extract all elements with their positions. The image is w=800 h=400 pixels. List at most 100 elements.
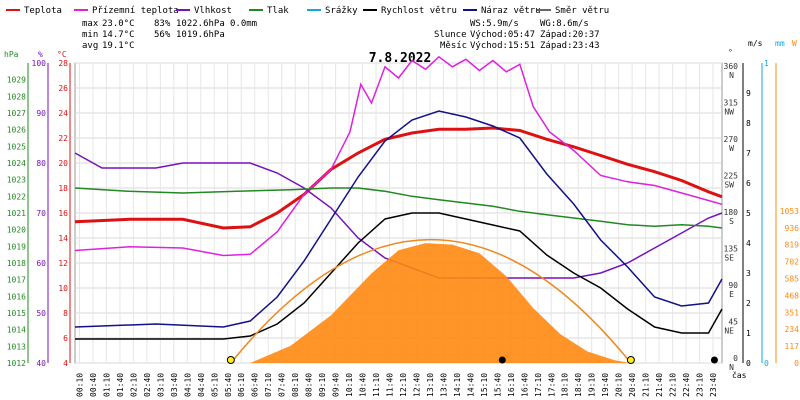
wind-speed-tick: 5 <box>746 209 751 218</box>
humidity-tick: 40 <box>36 359 46 368</box>
temperature-tick: 22 <box>58 134 68 143</box>
x-tick-label: 10:40 <box>359 373 368 397</box>
temperature-tick: 18 <box>58 184 68 193</box>
legend-label: Tlak <box>267 6 289 16</box>
series-line <box>74 187 723 229</box>
x-tick-label: 01:10 <box>102 373 111 397</box>
x-tick-label: 19:40 <box>601 373 610 397</box>
wind-ws: WS:5.9m/s <box>470 19 519 29</box>
x-tick-label: 22:10 <box>669 373 678 397</box>
x-tick-label: 21:10 <box>642 373 651 397</box>
x-tick-label: 11:10 <box>372 373 381 397</box>
x-tick-label: 04:40 <box>197 373 206 397</box>
direction-tick-label: E <box>729 290 734 299</box>
series-line <box>74 110 723 328</box>
pressure-tick: 1022 <box>7 192 26 201</box>
temperature-tick: 4 <box>63 359 68 368</box>
stat-min-temp: 14.7°C <box>102 30 135 40</box>
pressure-tick: 1028 <box>7 92 26 101</box>
x-tick-label: 05:10 <box>210 373 219 397</box>
pressure-tick: 1021 <box>7 209 26 218</box>
legend-label: Rychlost větru <box>381 6 457 16</box>
x-tick-label: 15:40 <box>493 373 502 397</box>
wind-wg: WG:8.6m/s <box>540 19 589 29</box>
x-tick-label: 13:40 <box>439 373 448 397</box>
solar-tick: 819 <box>785 241 800 250</box>
unit-humidity: % <box>38 50 43 59</box>
x-tick-label: 07:10 <box>264 373 273 397</box>
pressure-tick: 1024 <box>7 159 26 168</box>
wind-speed-tick: 7 <box>746 149 751 158</box>
rain-tick: 1 <box>764 59 769 68</box>
solar-tick: 702 <box>785 258 800 267</box>
series-line <box>74 55 723 257</box>
wind-speed-tick: 3 <box>746 269 751 278</box>
x-tick-label: 16:40 <box>520 373 529 397</box>
x-tick-label: 00:10 <box>75 373 84 397</box>
x-tick-label: 08:10 <box>291 373 300 397</box>
solar-tick: 117 <box>785 342 800 351</box>
x-tick-label: 18:40 <box>574 373 583 397</box>
pressure-tick: 1020 <box>7 226 26 235</box>
stat-min-hum: 56% <box>154 30 171 40</box>
temperature-tick: 24 <box>58 109 68 118</box>
x-tick-label: 02:40 <box>143 373 152 397</box>
x-tick-label: 01:40 <box>116 373 125 397</box>
x-tick-label: 17:40 <box>547 373 556 397</box>
humidity-tick: 60 <box>36 259 46 268</box>
x-tick-label: 15:10 <box>480 373 489 397</box>
pressure-tick: 1015 <box>7 309 26 318</box>
moon-rise: Východ:15:51 <box>470 41 535 51</box>
moon-set: Západ:23:43 <box>540 41 600 51</box>
pressure-tick: 1012 <box>7 359 26 368</box>
wind-speed-tick: 0 <box>746 359 751 368</box>
direction-tick-label: NW <box>724 108 734 117</box>
humidity-tick: 70 <box>36 209 46 218</box>
humidity-tick: 80 <box>36 159 46 168</box>
moonrise-marker <box>498 356 506 364</box>
stat-avg-temp: 19.1°C <box>102 41 135 51</box>
pressure-tick: 1029 <box>7 76 26 85</box>
stat-max-label: max <box>82 19 99 29</box>
x-tick-label: 16:10 <box>507 373 516 397</box>
temperature-tick: 16 <box>58 209 68 218</box>
rain-tick: 0 <box>764 359 769 368</box>
stat-max-rain: 0.0mm <box>230 19 257 29</box>
stat-min-label: min <box>82 30 98 40</box>
temperature-tick: 12 <box>58 259 68 268</box>
solar-tick: 936 <box>785 224 800 233</box>
solar-tick: 351 <box>785 308 800 317</box>
unit-rain: mm <box>775 39 785 48</box>
unit-direction: ° <box>728 48 733 57</box>
solar-tick: 1053 <box>780 207 799 216</box>
temperature-tick: 20 <box>58 159 68 168</box>
sunset-marker <box>626 356 635 364</box>
pressure-tick: 1014 <box>7 326 26 335</box>
stat-max-temp: 23.0°C <box>102 19 135 29</box>
stat-max-press: 1022.6hPa <box>176 19 225 29</box>
direction-tick: 135 <box>724 245 739 254</box>
pressure-tick: 1016 <box>7 292 26 301</box>
moon-label: Měsíc <box>440 41 467 51</box>
legend-label: Teplota <box>24 6 62 16</box>
x-tick-label: 17:10 <box>534 373 543 397</box>
x-tick-label: 12:40 <box>412 373 421 397</box>
x-tick-label: 06:40 <box>251 373 260 397</box>
direction-tick-label: S <box>729 217 734 226</box>
temperature-tick: 14 <box>58 234 68 243</box>
chart-title: 7.8.2022 <box>369 51 432 66</box>
x-tick-label: 02:10 <box>129 373 138 397</box>
x-tick-label: 13:10 <box>426 373 435 397</box>
stats-block: max 23.0°C 83% 1022.6hPa 0.0mm min 14.7°… <box>82 19 600 51</box>
direction-tick: 90 <box>728 281 738 290</box>
wind-speed-tick: 9 <box>746 89 751 98</box>
moonset-marker <box>710 356 718 364</box>
x-tick-label: 04:10 <box>183 373 192 397</box>
unit-temperature: °C <box>57 50 67 59</box>
legend-label: Směr větru <box>555 6 609 16</box>
x-tick-label: 09:10 <box>318 373 327 397</box>
chart-marks <box>74 55 723 364</box>
humidity-tick: 50 <box>36 309 46 318</box>
